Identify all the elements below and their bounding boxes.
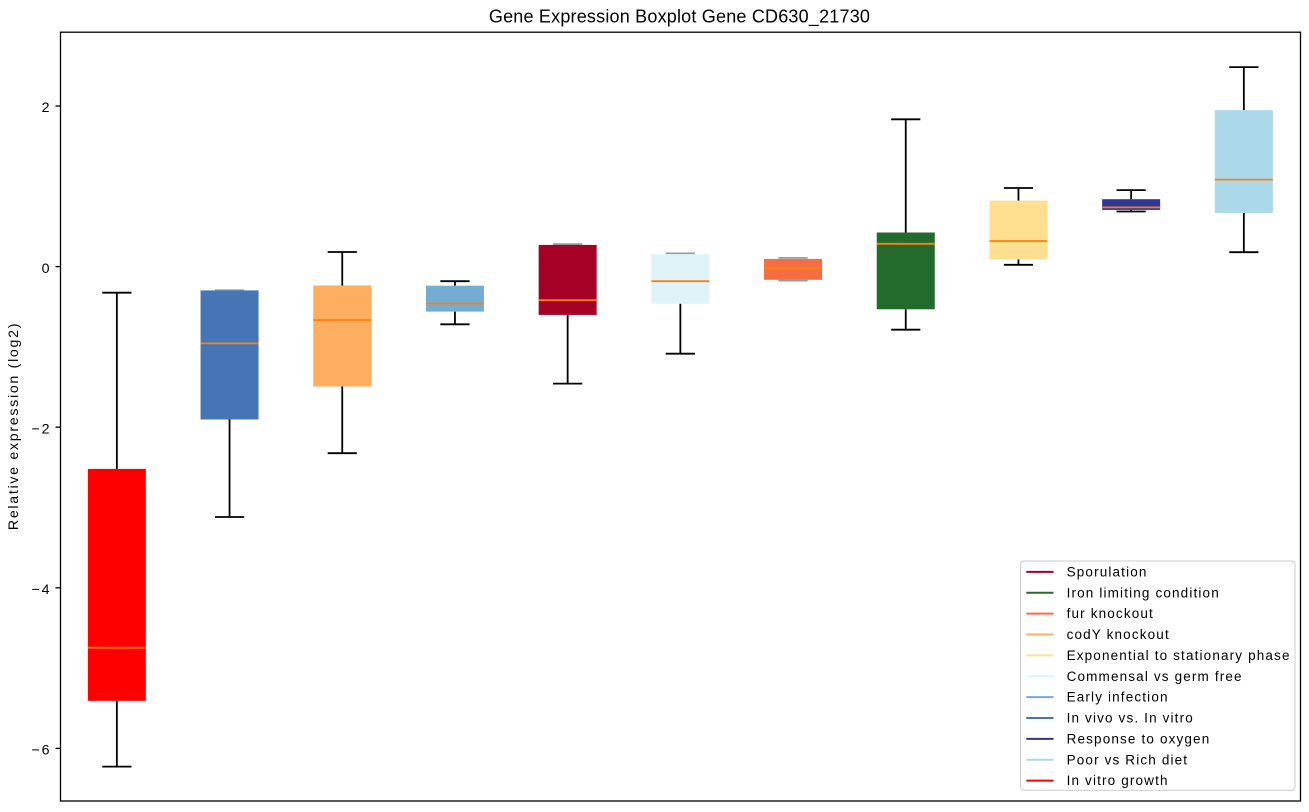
svg-text:In vivo vs. In vitro: In vivo vs. In vitro [1067, 711, 1194, 726]
svg-text:Early infection: Early infection [1067, 690, 1169, 705]
svg-text:Iron limiting condition: Iron limiting condition [1067, 585, 1220, 600]
svg-text:In vitro growth: In vitro growth [1067, 773, 1169, 788]
svg-text:0: 0 [42, 261, 50, 277]
svg-text:Commensal vs germ free: Commensal vs germ free [1067, 669, 1243, 684]
svg-text:codY knockout: codY knockout [1067, 627, 1170, 642]
svg-text:Exponential to stationary phas: Exponential to stationary phase [1067, 648, 1291, 663]
svg-text:Response to oxygen: Response to oxygen [1067, 732, 1211, 747]
svg-text:Sporulation: Sporulation [1067, 565, 1148, 580]
svg-text:fur knockout: fur knockout [1067, 606, 1154, 621]
svg-text:Relative expression (log2): Relative expression (log2) [6, 322, 22, 530]
svg-text:2: 2 [42, 100, 50, 116]
svg-text:Gene Expression Boxplot Gene C: Gene Expression Boxplot Gene CD630_21730 [489, 7, 870, 28]
svg-text:Poor vs Rich diet: Poor vs Rich diet [1067, 752, 1189, 767]
